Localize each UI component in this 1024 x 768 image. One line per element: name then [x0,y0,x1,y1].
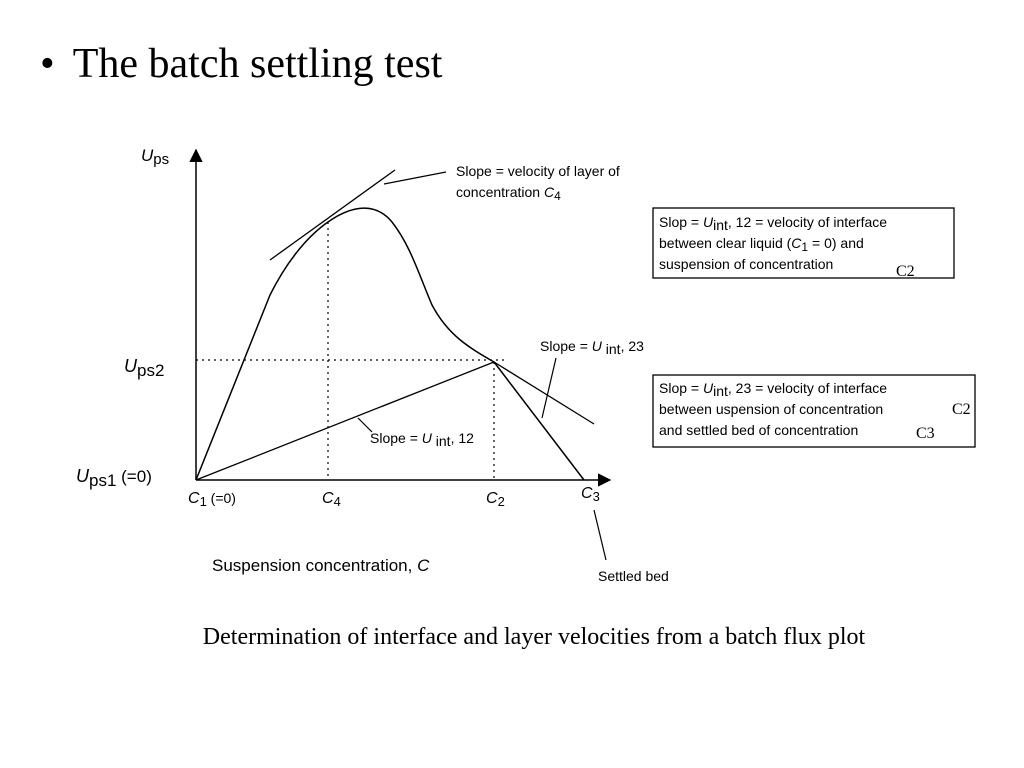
leader-tangent-c4 [383,171,447,185]
definition-box-u12 [652,207,955,279]
annotation-slope-u12: Slope = U int, 12 [370,430,474,449]
tangent-c4-line [269,169,396,261]
annotation-slope-u23: Slope = U int, 23 [540,338,644,357]
definition-box-u23 [652,374,976,448]
annotation-tangent-c4-line2: concentration C4 [456,184,561,203]
box1-line2: between clear liquid (C1 = 0) and [659,235,864,254]
flux-curve [195,207,585,481]
x-axis-label: Suspension concentration, C [212,556,430,575]
bullet-symbol: • [40,41,55,87]
box1-line1: Slop = Uint, 12 = velocity of interface [659,214,887,233]
leader-settled-bed [593,509,607,561]
box2-line2: between uspension of concentration [659,401,883,417]
box1-line3: suspension of concentration [659,256,833,272]
slide-bullet: • The batch settling test [40,38,442,90]
chord-12-line [195,361,495,481]
x-tick-c4: C4 [322,490,341,509]
tangent-c2-line [493,361,595,425]
leader-slope-u23 [541,357,557,419]
y-axis-label: Ups [141,146,169,168]
leader-slope-u12 [357,417,373,433]
annotation-settled-bed: Settled bed [598,568,669,584]
figure-caption: Determination of interface and layer vel… [202,624,866,650]
box2-added-c2: C2 [952,401,971,418]
box1-added-c2: C2 [896,263,915,280]
box2-added-c3: C3 [916,425,935,442]
box2-line3: and settled bed of concentration [659,422,858,438]
x-tick-c1: C1 (=0) [188,490,236,509]
y-tick-ups1: Ups1 (=0) [76,466,152,490]
x-tick-c2: C2 [486,490,505,509]
y-tick-ups2: Ups2 [124,356,164,380]
x-tick-c3: C3 [581,485,600,504]
annotation-tangent-c4-line1: Slope = velocity of layer of [456,163,620,179]
box2-line1: Slop = Uint, 23 = velocity of interface [659,380,887,399]
slide-title: The batch settling test [72,41,443,87]
